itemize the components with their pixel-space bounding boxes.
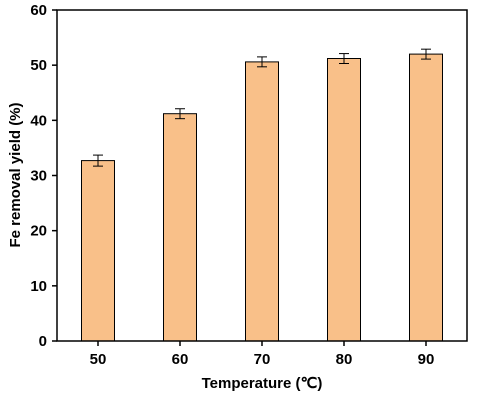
bar-90 (409, 53, 443, 342)
y-tick-label: 60 (30, 2, 47, 19)
bar-50 (81, 160, 115, 342)
error-bar-70 (257, 56, 267, 68)
error-bar-60 (175, 108, 185, 120)
y-tick-label: 10 (30, 278, 47, 295)
x-axis: 50 60 70 80 90 (90, 341, 435, 368)
x-tick-label: 60 (172, 351, 189, 368)
y-axis: 0 10 20 30 40 50 60 (30, 2, 57, 350)
bar-70 (245, 61, 279, 342)
x-tick-label: 90 (418, 351, 435, 368)
x-tick-label: 70 (254, 351, 271, 368)
error-bar-80 (339, 53, 349, 65)
y-tick-label: 40 (30, 112, 47, 129)
bars-layer (81, 53, 443, 342)
error-bar-90 (421, 48, 431, 60)
x-tick-label: 80 (336, 351, 353, 368)
y-tick-label: 30 (30, 168, 47, 185)
bar-60 (163, 113, 197, 342)
error-bars-layer (93, 48, 431, 167)
bar-80 (327, 58, 361, 342)
y-tick-label: 50 (30, 57, 47, 74)
y-tick-label: 0 (39, 333, 47, 350)
x-axis-title: Temperature (℃) (202, 375, 323, 392)
y-axis-title: Fe removal yield (%) (7, 102, 24, 247)
error-bar-50 (93, 154, 103, 167)
y-tick-label: 20 (30, 223, 47, 240)
x-tick-label: 50 (90, 351, 107, 368)
